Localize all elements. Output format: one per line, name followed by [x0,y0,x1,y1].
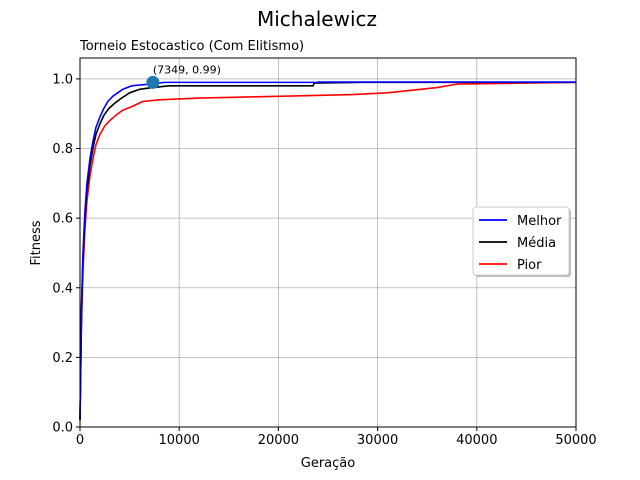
y-tick-label: 0.2 [52,351,73,366]
series-layer [79,81,577,421]
y-tick-label: 0.4 [52,281,73,296]
y-axis-label: Fitness [29,220,44,265]
chart-title: Torneio Estocastico (Com Elitismo) [79,39,304,54]
y-tick-label: 0.0 [52,421,73,436]
legend-label: Média [517,236,556,251]
x-tick-label: 0 [76,433,84,448]
annotation-layer: (7349, 0.99) [146,63,221,89]
y-tick-label: 0.8 [52,142,73,157]
chart-suptitle: Michalewicz [257,7,377,31]
legend: Melhor Média Pior [472,206,571,277]
annotation-label: (7349, 0.99) [153,63,221,76]
series-line-melhor [79,81,576,421]
x-tick-label: 40000 [456,433,497,448]
x-tick-label: 10000 [159,433,200,448]
x-axis-label: Geração [301,456,355,471]
y-tick-label: 0.6 [52,212,73,227]
legend-label: Pior [517,258,542,273]
ticks: 0 10000 20000 30000 40000 50000 0.0 0.2 0.4 0.6 0.… [52,72,596,448]
plot-frame [79,57,577,428]
x-tick-label: 50000 [555,433,596,448]
x-tick-label: 20000 [258,433,299,448]
legend-label: Melhor [517,214,562,229]
y-tick-label: 1.0 [52,72,73,87]
legend-box [472,206,570,276]
x-tick-label: 30000 [357,433,398,448]
annotation-marker [146,75,160,89]
